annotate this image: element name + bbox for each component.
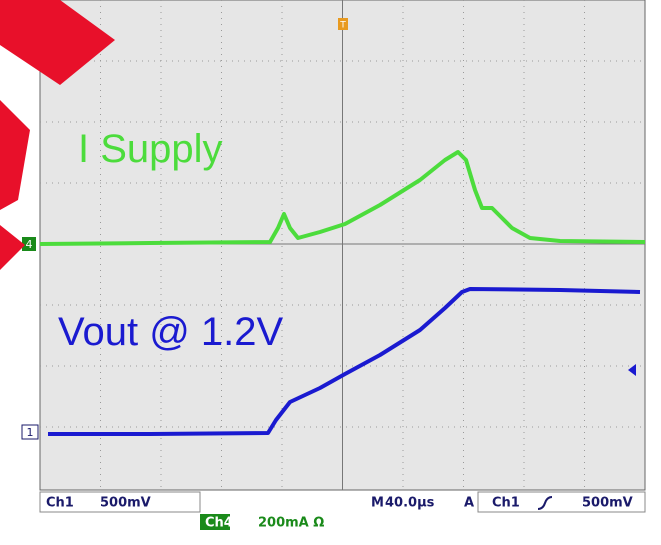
ch1-scale: 500mV bbox=[100, 496, 151, 511]
timebase-prefix: M bbox=[371, 496, 384, 511]
ch4: Ch4 bbox=[205, 516, 233, 531]
ch4-scale: 200mA Ω bbox=[258, 516, 324, 531]
scope-screen: I Supply Vout @ 1.2V 4 1 T Ch1 500mV M 4… bbox=[0, 0, 661, 545]
trigger-mode: A bbox=[464, 496, 474, 511]
vout-label: Vout @ 1.2V bbox=[58, 310, 284, 354]
ch4-marker: 4 bbox=[26, 238, 33, 251]
trigger-source: Ch1 bbox=[492, 496, 520, 511]
ch1-marker: 1 bbox=[27, 426, 34, 439]
trigger-level: 500mV bbox=[582, 496, 633, 511]
trigger-marker: T bbox=[339, 21, 346, 31]
ch1: Ch1 bbox=[46, 496, 74, 511]
timebase: 40.0µs bbox=[385, 496, 435, 511]
supply-label: I Supply bbox=[78, 127, 223, 171]
page: I Supply Vout @ 1.2V 4 1 T Ch1 500mV M 4… bbox=[0, 0, 661, 545]
